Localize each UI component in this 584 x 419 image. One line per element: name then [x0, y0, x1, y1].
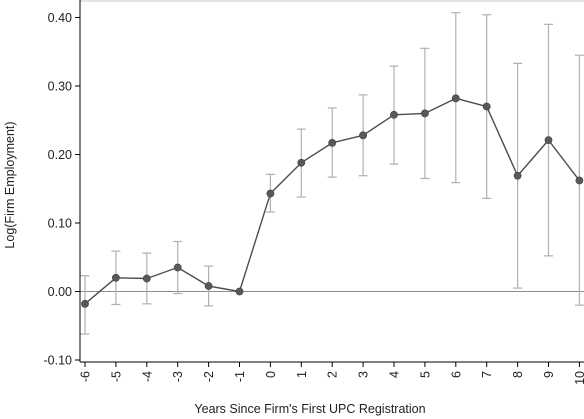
data-point [328, 138, 337, 147]
x-tick-label: -4 [140, 371, 154, 382]
x-tick-label: -1 [233, 371, 247, 382]
y-tick-label: -0.10 [44, 354, 73, 368]
error-bars [80, 12, 584, 335]
x-tick-label: 0 [264, 371, 278, 378]
x-tick-label: -6 [79, 371, 93, 382]
y-tick-label: 0.00 [48, 285, 72, 299]
x-tick-label: 6 [449, 371, 463, 378]
data-point [235, 287, 244, 296]
data-point [204, 282, 213, 290]
data-point [390, 110, 398, 119]
x-tick-label: 10 [573, 371, 584, 385]
x-tick-label: 9 [542, 371, 556, 378]
x-tick-label: 7 [480, 371, 494, 378]
series-markers [81, 94, 584, 308]
x-tick-label: 2 [326, 371, 340, 378]
data-point [420, 109, 429, 118]
data-point [297, 158, 306, 167]
x-tick-labels: -6 -5 -4 -3 -2 -1 0 1 2 3 4 5 6 7 8 9 10 [79, 371, 584, 385]
y-tick-labels: -0.10 0.00 0.10 0.20 0.30 0.40 [44, 11, 73, 368]
y-tick-label: 0.10 [48, 217, 72, 231]
y-tick-label: 0.20 [48, 148, 72, 162]
data-point [451, 94, 460, 103]
x-tick-label: -2 [202, 371, 216, 382]
y-axis-title: Log(Firm Employment) [3, 121, 17, 248]
x-tick-label: 3 [357, 371, 371, 378]
data-point [544, 136, 553, 145]
y-tick-label: 0.30 [48, 80, 72, 94]
y-tick-label: 0.40 [48, 11, 72, 25]
x-tick-label: -3 [171, 371, 185, 382]
x-tick-label: 1 [295, 371, 309, 378]
x-tick-label: 4 [388, 371, 402, 378]
x-tick-label: 8 [511, 371, 525, 378]
data-point [513, 171, 522, 180]
data-point [575, 176, 584, 185]
data-point [266, 189, 275, 198]
data-point [482, 102, 491, 111]
data-point [142, 274, 151, 283]
x-axis-title: Years Since Firm's First UPC Registratio… [194, 402, 425, 416]
data-point [112, 273, 120, 282]
x-tick-label: -5 [109, 371, 123, 382]
data-point [81, 299, 89, 308]
data-point [173, 263, 182, 272]
x-tick-label: 5 [418, 371, 432, 378]
axes [75, 0, 584, 367]
data-point [359, 131, 367, 140]
